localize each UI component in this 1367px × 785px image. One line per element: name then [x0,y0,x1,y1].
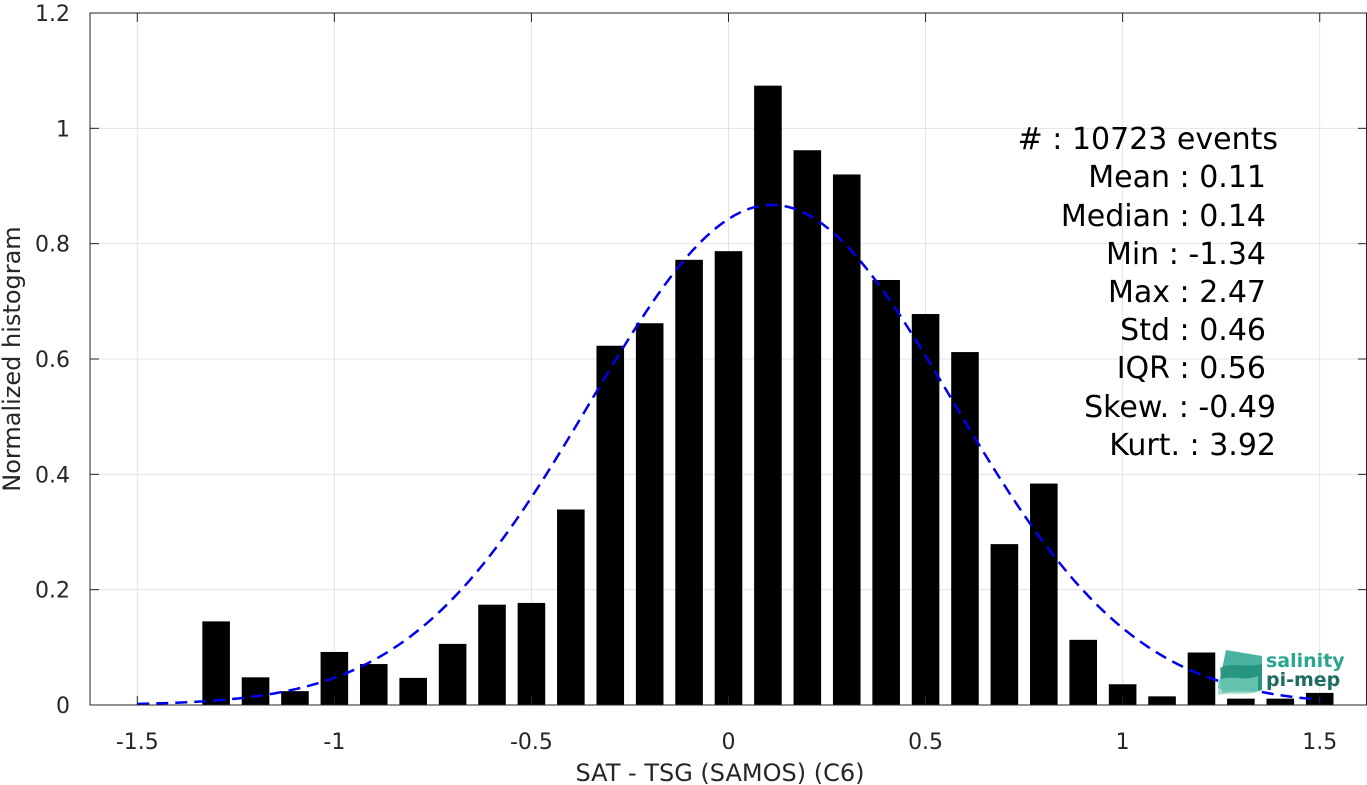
histogram-bar [832,174,861,705]
histogram-bar [714,251,743,705]
histogram-bar [793,150,822,705]
histogram-bar [596,345,625,705]
stat-iqr: IQR : 0.56 [1117,351,1266,386]
histogram-bar [1108,684,1137,705]
x-tick-label: 0 [722,730,736,755]
histogram-bar [241,677,270,705]
x-tick-labels: -1.5 -1 -0.5 0 0.5 1 1.5 [116,730,1337,755]
histogram-bar [517,602,546,705]
histogram-bar [438,643,467,705]
stat-kurt: Kurt. : 3.92 [1109,428,1276,463]
x-axis-label: SAT - TSG (SAMOS) (C6) [576,759,865,785]
y-tick-label: 1.2 [35,2,70,27]
x-tick-label: -1.5 [116,730,159,755]
histogram-bar [1227,698,1255,705]
y-tick-label: 0.8 [35,233,70,258]
stat-max: Max : 2.47 [1108,275,1266,310]
stats-box: # : 10723 events Mean : 0.11 Median : 0.… [1018,122,1278,463]
stat-skew: Skew. : -0.49 [1084,390,1276,425]
y-axis-label: Normalized histogram [0,226,26,491]
logo-text-pimep: pi-mep [1266,669,1340,691]
histogram-bar [872,279,900,705]
x-tick-label: 1 [1116,730,1130,755]
histogram-bar [990,544,1019,705]
y-tick-label: 0.4 [35,463,70,488]
wave-logo-icon [1218,650,1262,695]
logo-text-salinity: salinity [1266,650,1345,672]
x-tick-label: 1.5 [1302,730,1337,755]
histogram-bar [951,352,979,705]
histogram-bar [478,604,506,705]
axis-ticks [90,12,1367,706]
y-tick-label: 0.6 [35,348,70,373]
histogram-bar [399,677,427,705]
histogram-bar [1266,698,1295,705]
histogram-bar [635,323,664,705]
y-tick-label: 1 [56,117,70,142]
histogram-bar [1148,696,1176,705]
y-tick-labels: 0 0.2 0.4 0.6 0.8 1 1.2 [35,2,70,719]
histogram-bar [754,85,782,705]
histogram-bar [202,621,230,705]
normal-fit-curve [137,203,1320,706]
histogram-bar [359,664,388,705]
histogram-bar [557,509,585,705]
histogram-bars [202,85,1334,705]
histogram-bar [1030,483,1058,705]
salinity-pimep-logo: salinity pi-mep [1218,650,1345,695]
x-tick-label: -0.5 [510,730,553,755]
histogram-bar [1069,639,1098,705]
stat-min: Min : -1.34 [1106,237,1266,272]
x-tick-label: 0.5 [908,730,943,755]
stat-std: Std : 0.46 [1120,313,1266,348]
histogram-bar [911,314,940,705]
y-tick-label: 0.2 [35,579,70,604]
y-tick-label: 0 [56,694,70,719]
histogram-bar [675,259,703,705]
x-tick-label: -1 [323,730,345,755]
histogram-bar [281,691,309,705]
stat-median: Median : 0.14 [1061,199,1266,234]
stat-mean: Mean : 0.11 [1088,160,1266,195]
stat-events: # : 10723 events [1018,122,1278,157]
